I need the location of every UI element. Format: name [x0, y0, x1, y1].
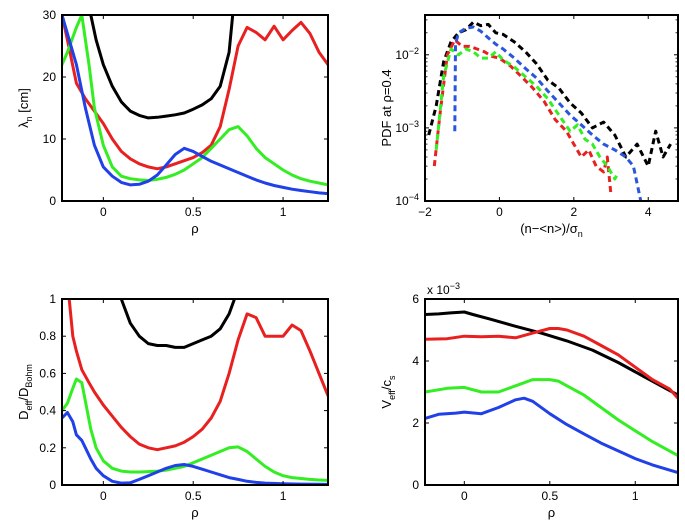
series-line-black [89, 15, 235, 120]
axes-frame [61, 298, 329, 486]
x-tick-label: 0.5 [541, 489, 558, 503]
x-tick-label: 2 [570, 205, 577, 219]
y-tick-label: 10−2 [395, 46, 419, 62]
chart-panel-top-right: −2 0 2 4 10−4 10−3 10−2 (n−<n>)/σn PDF at ρ=0.4 [379, 14, 679, 239]
y-tick-label: 2 [412, 416, 419, 430]
series-line-green [434, 47, 620, 181]
series-line-black [119, 299, 236, 349]
x-axis-label: (n−<n>)/σn [520, 221, 583, 239]
series-line-black [425, 310, 678, 397]
series-line-blue [62, 15, 328, 196]
y-tick-label: 0 [49, 478, 56, 492]
x-tick-label: 0 [496, 205, 503, 219]
x-tick-label: 1 [280, 489, 287, 503]
chart-panel-bottom-left: 0 0.5 1 0 0.2 0.4 0.6 0.8 1 ρ Deff/DBohm [16, 292, 329, 520]
y-tick-label: 4 [412, 354, 419, 368]
series-line-green [425, 378, 678, 458]
y-tick-label: 0.8 [39, 329, 56, 343]
series-line-red [62, 15, 328, 171]
y-tick-label: 10 [43, 132, 57, 146]
x-tick-label: 4 [645, 205, 652, 219]
x-axis-label: ρ [191, 505, 198, 520]
series-line-blue [425, 396, 678, 475]
x-axis-label: ρ [548, 505, 555, 520]
y-tick-label: 6 [412, 292, 419, 306]
y-tick-label: 0.4 [39, 404, 56, 418]
series-line-blue [453, 25, 643, 201]
y-tick-label: 0 [412, 478, 419, 492]
series-line-green [62, 15, 328, 187]
series-line-red [432, 38, 613, 196]
y-tick-label: 10−3 [395, 119, 419, 135]
y-axis-label: Veff/cs [379, 375, 397, 409]
y-axis-label: PDF at ρ=0.4 [379, 69, 394, 146]
x-tick-label: 0 [100, 205, 107, 219]
x-tick-label: −2 [418, 205, 432, 219]
y-tick-label: 20 [43, 70, 57, 84]
y-tick-label: 10−4 [395, 192, 419, 208]
x-tick-label: 0.5 [185, 205, 202, 219]
axes-frame [424, 298, 679, 486]
x-tick-label: 1 [632, 489, 639, 503]
chart-panel-bottom-right: 0 0.5 1 0 2 4 6 ρ Veff/cs x 10−3 [379, 281, 679, 520]
axes-frame [61, 14, 329, 202]
y-tick-label: 0.6 [39, 366, 56, 380]
y-tick-label: 0.2 [39, 441, 56, 455]
y-tick-label: 30 [43, 8, 57, 22]
series-line-green [62, 377, 328, 482]
y-axis-label: λn [cm] [16, 88, 34, 128]
series-line-black [427, 20, 672, 168]
series-line-red [67, 299, 328, 452]
x-tick-label: 0 [100, 489, 107, 503]
series-line-red [425, 327, 678, 400]
x-tick-label: 0 [461, 489, 468, 503]
series-line-blue [62, 411, 328, 485]
y-axis-label: Deff/DBohm [16, 364, 34, 420]
x-axis-label: ρ [191, 221, 198, 236]
x-tick-label: 1 [280, 205, 287, 219]
y-tick-label: 0 [49, 194, 56, 208]
axes-frame [424, 14, 679, 202]
axis-scale-label: x 10−3 [427, 281, 460, 297]
x-tick-label: 0.5 [185, 489, 202, 503]
y-tick-label: 1 [49, 292, 56, 306]
